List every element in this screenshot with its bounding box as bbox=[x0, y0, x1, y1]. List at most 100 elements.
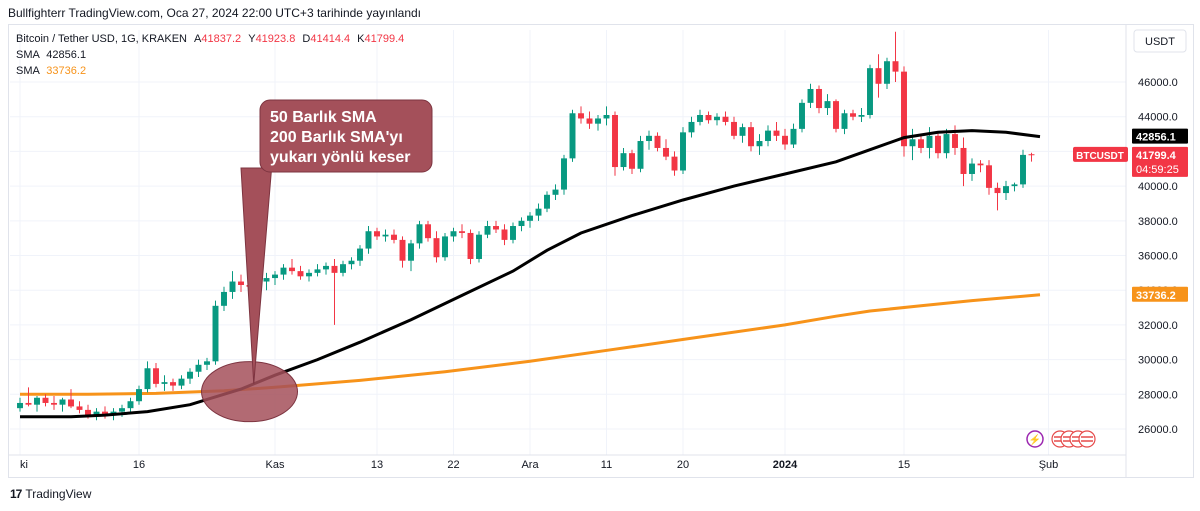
close-value: 41799.4 bbox=[364, 33, 405, 45]
candle-body bbox=[603, 115, 610, 119]
candle-body bbox=[637, 141, 644, 169]
candle-body bbox=[816, 88, 822, 109]
candle-body bbox=[782, 135, 788, 145]
candle-body bbox=[161, 382, 168, 384]
candle-body bbox=[374, 231, 380, 237]
candle-body bbox=[102, 411, 108, 416]
y-tick-label: 38000.0 bbox=[1138, 216, 1178, 228]
x-tick-label: 2024 bbox=[773, 459, 798, 471]
candle-body bbox=[212, 305, 219, 362]
candle-body bbox=[722, 116, 729, 122]
legend-sma200-row[interactable]: SMA 33736.2 bbox=[16, 63, 404, 79]
callout-box bbox=[259, 99, 433, 173]
tradingview-logo-icon[interactable]: 17 bbox=[10, 487, 22, 501]
candle-body bbox=[1028, 154, 1035, 156]
candle-body bbox=[646, 135, 652, 142]
time-axis: ki 16 Kas 13 22 Ara 11 20 2024 15 Şub bbox=[8, 454, 1126, 471]
candle-body bbox=[824, 101, 831, 109]
candle-body bbox=[297, 271, 304, 277]
candle-body bbox=[433, 238, 440, 258]
candle-body bbox=[68, 399, 74, 407]
candle-body bbox=[493, 226, 499, 230]
price-badge: 41799.4 bbox=[1136, 150, 1177, 162]
candle-body bbox=[510, 226, 516, 240]
price-axis: 26000.028000.030000.032000.034000.036000… bbox=[1073, 24, 1188, 478]
candle-body bbox=[408, 243, 414, 261]
candle-body bbox=[918, 139, 924, 148]
candle-body bbox=[272, 274, 278, 279]
candle-body bbox=[425, 224, 431, 239]
candle-body bbox=[994, 187, 1001, 194]
candle-body bbox=[365, 231, 372, 249]
candle-body bbox=[59, 399, 66, 405]
candle-body bbox=[17, 402, 23, 409]
candle-body bbox=[714, 116, 720, 121]
candle-body bbox=[289, 267, 295, 272]
ticker-tag: BTCUSDT bbox=[1076, 151, 1124, 162]
sma50-label: SMA bbox=[16, 49, 40, 61]
candle-body bbox=[977, 163, 984, 166]
candle-body bbox=[221, 291, 227, 306]
high-value: 41923.8 bbox=[255, 33, 296, 45]
candle-body bbox=[76, 406, 83, 410]
x-tick-label: ki bbox=[20, 459, 28, 471]
candle-body bbox=[153, 368, 159, 384]
candle-body bbox=[850, 113, 856, 117]
candle-body bbox=[671, 156, 678, 171]
low-value: 41414.4 bbox=[310, 33, 351, 45]
y-tick-label: 28000.0 bbox=[1138, 389, 1178, 401]
candle-body bbox=[340, 264, 346, 273]
candle-body bbox=[739, 127, 746, 136]
open-label: A bbox=[194, 33, 202, 45]
candle-body bbox=[680, 132, 686, 171]
candle-body bbox=[484, 226, 491, 235]
candle-body bbox=[501, 229, 508, 240]
currency-box bbox=[1133, 29, 1187, 53]
low-label: D bbox=[302, 33, 311, 45]
y-tick-label: 46000.0 bbox=[1138, 77, 1178, 89]
candle-body bbox=[986, 165, 992, 188]
candle-body bbox=[263, 278, 270, 282]
lightning-glyph: ⚡ bbox=[1029, 433, 1041, 446]
candle-body bbox=[935, 135, 941, 154]
price-badge-countdown: 04:59:25 bbox=[1136, 164, 1179, 176]
candle-body bbox=[85, 409, 91, 416]
x-tick-label: 20 bbox=[677, 459, 689, 471]
candle-body bbox=[306, 272, 312, 277]
candle-body bbox=[136, 389, 142, 402]
candle-body bbox=[731, 121, 737, 136]
candle-body bbox=[901, 71, 907, 147]
header-bar: Bullfighterr TradingView.com, Oca 27, 20… bbox=[0, 0, 1200, 24]
candle-body bbox=[442, 236, 448, 258]
candle-body bbox=[586, 118, 593, 124]
y-tick-label: 30000.0 bbox=[1138, 355, 1178, 367]
candle-body bbox=[688, 121, 695, 133]
candle-body bbox=[331, 265, 338, 273]
candle-body bbox=[799, 102, 805, 129]
candle-body bbox=[450, 231, 457, 237]
y-tick-label: 32000.0 bbox=[1138, 320, 1178, 332]
candle-body bbox=[875, 68, 882, 84]
candle-body bbox=[238, 281, 244, 285]
callout-pointer bbox=[240, 167, 273, 384]
candle-body bbox=[552, 189, 559, 195]
candle-body bbox=[926, 135, 933, 148]
sma50-value: 42856.1 bbox=[46, 49, 87, 61]
sma50-badge-box bbox=[1132, 128, 1188, 144]
candle-body bbox=[595, 118, 601, 124]
chart-frame bbox=[8, 24, 1194, 478]
sma200-badge: 33736.2 bbox=[1136, 290, 1176, 302]
candle-body bbox=[867, 68, 873, 115]
candle-body bbox=[756, 141, 763, 147]
tradingview-brand[interactable]: TradingView bbox=[25, 487, 92, 501]
candle-body bbox=[314, 269, 321, 273]
sma50-series bbox=[20, 129, 1041, 419]
candle-body bbox=[1020, 154, 1026, 185]
x-tick-label: Ara bbox=[521, 459, 539, 471]
price-badge-box bbox=[1132, 146, 1188, 177]
candle-body bbox=[204, 361, 210, 365]
high-label: Y bbox=[248, 33, 256, 45]
annotation-layer: 50 Barlık SMA 200 Barlık SMA'yı yukarı yön… bbox=[201, 99, 1096, 448]
legend-sma50-row[interactable]: SMA 42856.1 bbox=[16, 47, 404, 63]
